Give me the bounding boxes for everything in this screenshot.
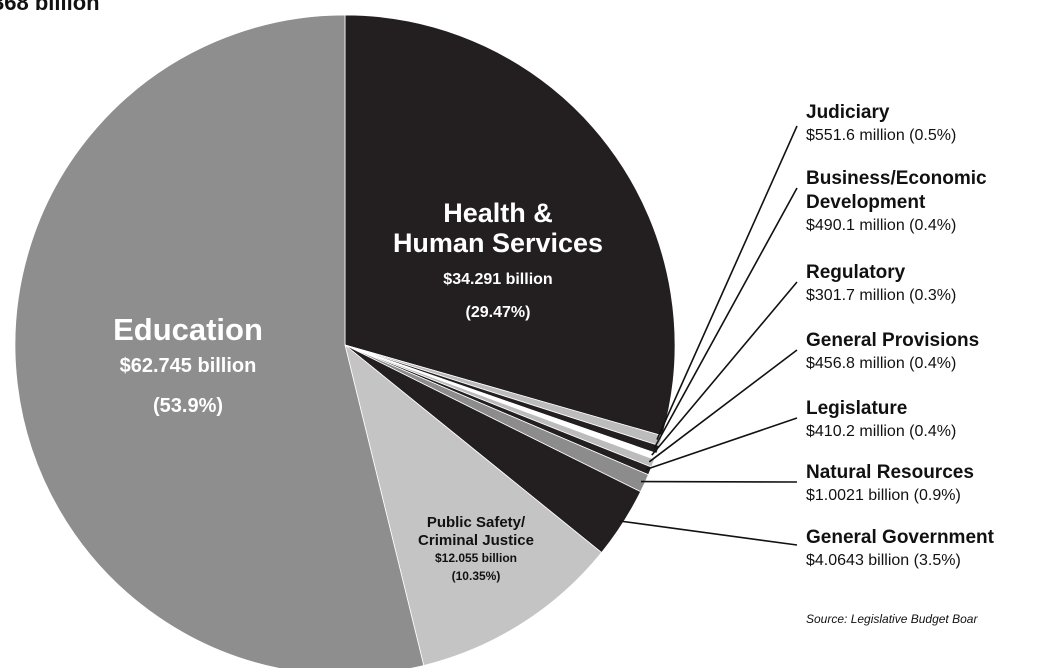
pie-slices xyxy=(14,14,676,668)
slice-value-health-human-services: $34.291 billion xyxy=(443,271,552,288)
leader-lines xyxy=(619,125,798,546)
slice-pct-health-human-services: (29.47%) xyxy=(466,304,531,321)
slice-public-safety-criminal-justice xyxy=(344,343,603,666)
callout-value-regulatory: $301.7 million (0.3%) xyxy=(806,287,956,304)
callout-name-judiciary: Judiciary xyxy=(806,102,890,123)
callout-value-judiciary: $551.6 million (0.5%) xyxy=(806,127,956,144)
callout-name-business-economic-development: Business/Economic xyxy=(806,168,987,189)
slice-label-public-safety-criminal-justice: Criminal Justice xyxy=(418,532,534,549)
leader-line-regulatory xyxy=(651,281,798,456)
slice-value-education: $62.745 billion xyxy=(120,355,257,377)
callout-name-business-economic-development: Development xyxy=(806,192,926,213)
callout-name-general-provisions: General Provisions xyxy=(806,330,979,351)
slice-label-education: Education xyxy=(113,312,263,347)
slice-value-public-safety-criminal-justice: $12.055 billion xyxy=(435,551,517,565)
source-note: Source: Legislative Budget Boar xyxy=(806,612,978,626)
callout-name-general-government: General Government xyxy=(806,527,995,548)
leader-line-general-government xyxy=(619,520,798,546)
callout-name-legislature: Legislature xyxy=(806,398,907,419)
callout-value-legislature: $410.2 million (0.4%) xyxy=(806,423,956,440)
slice-pct-education: (53.9%) xyxy=(153,395,223,417)
slice-education xyxy=(14,14,425,668)
slice-label-health-human-services: Human Services xyxy=(393,228,603,258)
callout-value-business-economic-development: $490.1 million (0.4%) xyxy=(806,217,956,234)
leader-line-general-provisions xyxy=(648,349,798,463)
callout-value-general-government: $4.0643 billion (3.5%) xyxy=(806,552,961,569)
chart-title: 368 billion xyxy=(0,0,100,15)
slice-labels: Health &Human Services $34.291 billion (29… xyxy=(113,198,603,583)
callout-labels: Judiciary $551.6 million (0.5%) Business/E… xyxy=(806,102,995,569)
leader-line-legislature xyxy=(646,417,798,471)
callout-value-general-provisions: $456.8 million (0.4%) xyxy=(806,355,956,372)
slice-pct-public-safety-criminal-justice: (10.35%) xyxy=(452,569,501,583)
callout-value-natural-resources: $1.0021 billion (0.9%) xyxy=(806,487,961,504)
callout-name-regulatory: Regulatory xyxy=(806,262,906,283)
slice-label-health-human-services: Health & xyxy=(443,198,553,228)
leader-line-judiciary xyxy=(656,125,798,440)
slice-health-human-services xyxy=(344,14,676,437)
slice-label-public-safety-criminal-justice: Public Safety/ xyxy=(427,514,526,531)
callout-name-natural-resources: Natural Resources xyxy=(806,462,974,483)
leader-line-business-economic-development xyxy=(653,187,798,449)
